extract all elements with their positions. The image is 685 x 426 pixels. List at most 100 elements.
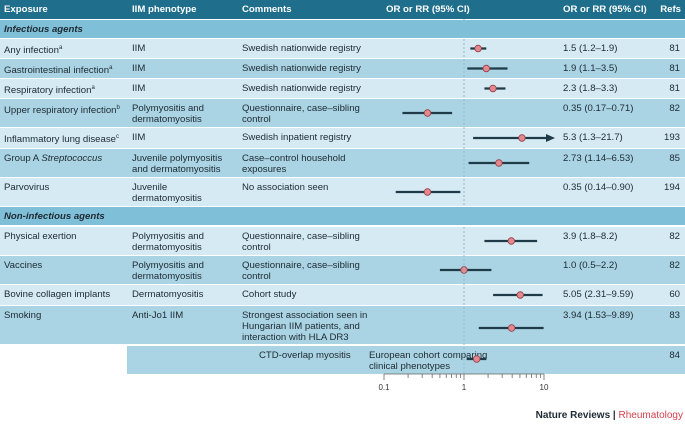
cell-estimate: 1.0 (0.5–2.2): [563, 260, 653, 271]
phenotype-text: IIM: [132, 83, 146, 94]
estimate-text: 0.35 (0.14–0.90): [563, 182, 634, 193]
estimate-point: [507, 324, 516, 332]
cell-refs: 60: [669, 289, 680, 300]
exposure-text: Upper respiratory infection: [4, 105, 117, 117]
estimate-text: 1.0 (0.5–2.2): [563, 260, 618, 271]
phenotype-text: CTD-overlap myositis: [259, 350, 351, 361]
table-row: Respiratory infectiona IIM Swedish nationw…: [0, 79, 685, 98]
cell-refs: 83: [669, 310, 680, 321]
cell-phenotype: Anti-Jo1 IIM: [132, 310, 237, 321]
cell-phenotype: IIM: [132, 63, 237, 74]
cell-refs: 82: [669, 260, 680, 271]
cell-estimate: 2.3 (1.8–3.3): [563, 83, 653, 94]
estimate-text: 3.9 (1.8–8.2): [563, 231, 618, 242]
comments-text: Questionnaire, case–sibling control: [242, 260, 360, 282]
cell-estimate: 2.73 (1.14–6.53): [563, 153, 653, 164]
phenotype-text: Polymyositis and dermatomyositis: [132, 231, 204, 253]
phenotype-text: Dermatomyositis: [132, 289, 204, 300]
cell-exposure: Any infectiona: [4, 43, 122, 56]
phenotype-text: IIM: [132, 63, 146, 74]
cell-exposure: Gastrointestinal infectiona: [4, 63, 122, 76]
estimate-point: [507, 237, 515, 245]
table-row: Vaccines Polymyositis and dermatomyositis…: [0, 256, 685, 284]
table-row: Group A Streptococcus Juvenile polymyosit…: [0, 149, 685, 177]
comments-text: European cohort comparing clinical pheno…: [369, 350, 488, 372]
estimate-point: [423, 109, 432, 117]
table-row: Gastrointestinal infectiona IIM Swedish na…: [0, 59, 685, 78]
estimate-text: 5.05 (2.31–9.59): [563, 289, 634, 300]
comments-text: Questionnaire, case–sibling control: [242, 103, 360, 125]
exposure-text: Smoking: [4, 310, 42, 321]
table-header: Exposure IIM phenotype Comments OR or RR…: [0, 0, 685, 19]
table-row: Smoking Anti-Jo1 IIM Strongest association…: [0, 306, 685, 344]
section-title: Non-infectious agents: [4, 211, 105, 222]
estimate-point: [472, 355, 481, 363]
phenotype-text: IIM: [132, 43, 146, 54]
header-plot: OR or RR (95% CI): [386, 4, 470, 15]
estimate-point: [460, 266, 468, 274]
estimate-text: 1.9 (1.1–3.5): [563, 63, 618, 74]
table-row: CTD-overlap myositis European cohort comp…: [127, 345, 685, 374]
cell-phenotype: Polymyositis and dermatomyositis: [132, 260, 237, 282]
cell-exposure: Upper respiratory infectionb: [4, 103, 122, 116]
exposure-text: Respiratory infection: [4, 85, 92, 97]
estimate-point: [516, 291, 524, 299]
section-title: Infectious agents: [4, 24, 83, 35]
cell-estimate: 1.9 (1.1–3.5): [563, 63, 653, 74]
x-tick-label: 1: [462, 383, 467, 392]
section-header: Infectious agents: [0, 20, 685, 38]
exposure-text: Parvovirus: [4, 182, 50, 193]
x-tick-label: 10: [540, 383, 549, 392]
cell-comments: Cohort study: [242, 289, 377, 300]
comments-text: Questionnaire, case–sibling control: [242, 231, 360, 253]
cell-exposure: Vaccines: [4, 260, 122, 271]
exposure-text: Gastrointestinal infection: [4, 65, 110, 77]
cell-refs: 84: [669, 350, 680, 361]
comments-text: Strongest association seen in Hungarian …: [242, 310, 368, 343]
estimate-point: [482, 64, 491, 73]
estimate-text: 2.73 (1.14–6.53): [563, 153, 634, 164]
estimate-text: 3.94 (1.53–9.89): [563, 310, 634, 321]
cell-phenotype: IIM: [132, 83, 237, 94]
cell-comments: No association seen: [242, 182, 377, 193]
header-refs: Refs: [660, 4, 681, 15]
cell-estimate: 1.5 (1.2–1.9): [563, 43, 653, 54]
cell-exposure: Parvovirus: [4, 182, 122, 193]
cell-comments: European cohort comparing clinical pheno…: [369, 350, 504, 372]
table-row: Inflammatory lung diseasec IIM Swedish inp…: [0, 128, 685, 148]
cell-phenotype: Polymyositis and dermatomyositis: [132, 231, 237, 253]
footnote-marker: a: [91, 85, 95, 91]
comments-text: Case–control household exposures: [242, 153, 346, 175]
cell-estimate: 3.9 (1.8–8.2): [563, 231, 653, 242]
cell-exposure: Respiratory infectiona: [4, 83, 122, 96]
estimate-text: 0.35 (0.17–0.71): [563, 103, 634, 114]
footnote-marker: a: [109, 65, 113, 71]
cell-phenotype: IIM: [132, 43, 237, 54]
exposure-text: Physical exertion: [4, 231, 77, 242]
estimate-point: [495, 159, 503, 167]
cell-estimate: 0.35 (0.14–0.90): [563, 182, 653, 193]
phenotype-text: Juvenile polymyositis and dermatomyositi…: [132, 153, 223, 175]
comments-text: Swedish nationwide registry: [242, 83, 361, 94]
cell-comments: Questionnaire, case–sibling control: [242, 231, 377, 253]
exposure-text: Bovine collagen implants: [4, 289, 111, 300]
cell-exposure: Smoking: [4, 310, 122, 321]
cell-refs: 81: [669, 63, 680, 74]
exposure-text: Any infection: [4, 45, 59, 57]
cell-exposure: Bovine collagen implants: [4, 289, 122, 300]
cell-comments: Questionnaire, case–sibling control: [242, 103, 377, 125]
cell-refs: 82: [669, 103, 680, 114]
cell-comments: Strongest association seen in Hungarian …: [242, 310, 377, 343]
estimate-text: 2.3 (1.8–3.3): [563, 83, 618, 94]
cell-comments: Swedish nationwide registry: [242, 83, 377, 94]
exposure-text: Vaccines: [4, 260, 43, 271]
journal-name: Nature Reviews: [535, 410, 611, 421]
estimate-point: [489, 84, 497, 93]
phenotype-text: Anti-Jo1 IIM: [132, 310, 184, 321]
comments-text: Swedish nationwide registry: [242, 43, 361, 54]
phenotype-text: IIM: [132, 132, 146, 143]
table-row: Bovine collagen implants Dermatomyositis C…: [0, 285, 685, 305]
header-comments: Comments: [242, 4, 292, 15]
